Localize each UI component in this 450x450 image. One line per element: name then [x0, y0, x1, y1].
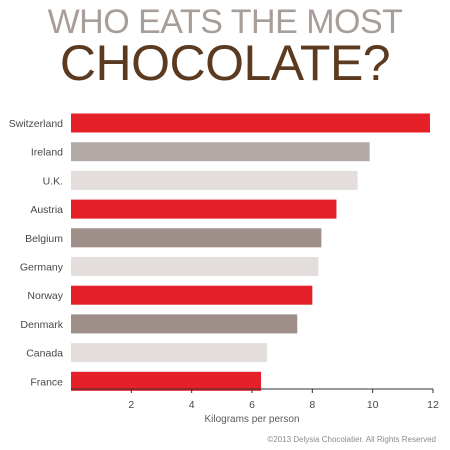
x-tick-label: 4 [189, 399, 195, 411]
bar-canada [71, 343, 268, 363]
bar-ireland [71, 142, 370, 162]
category-label: France [30, 376, 63, 388]
category-label: Canada [26, 348, 63, 360]
category-labels-group: Switzerland Ireland U.K. Austria Belgium Germ… [9, 118, 64, 388]
x-tick-label: 12 [427, 399, 439, 411]
category-label: Germany [20, 262, 64, 274]
bars-group [71, 113, 430, 391]
bar-norway [71, 285, 313, 305]
copyright-text: ©2013 Delysia Chocolatier. All Rights Re… [267, 435, 436, 444]
bar-denmark [71, 314, 298, 334]
category-label: Ireland [31, 147, 63, 159]
category-label: Belgium [25, 233, 63, 245]
bar-switzerland [71, 113, 430, 133]
bar-austria [71, 199, 337, 219]
x-tick-label: 10 [367, 399, 379, 411]
chart-title-line1: WHO EATS THE MOST [47, 3, 403, 41]
category-label: Austria [30, 204, 63, 216]
bar-u-k [71, 170, 358, 190]
chart-title-line2: CHOCOLATE? [59, 35, 391, 91]
category-label: Norway [27, 290, 63, 302]
bar-france [71, 371, 262, 391]
x-tick-label: 2 [128, 399, 134, 411]
category-label: Denmark [20, 319, 63, 331]
x-ticks-group: 2 4 6 8 10 12 [128, 389, 439, 411]
x-axis-label: Kilograms per person [204, 414, 299, 425]
x-tick-label: 8 [309, 399, 315, 411]
bar-belgium [71, 228, 322, 248]
category-label: U.K. [43, 175, 63, 187]
x-tick-label: 6 [249, 399, 255, 411]
bar-germany [71, 257, 319, 276]
category-label: Switzerland [9, 118, 63, 130]
